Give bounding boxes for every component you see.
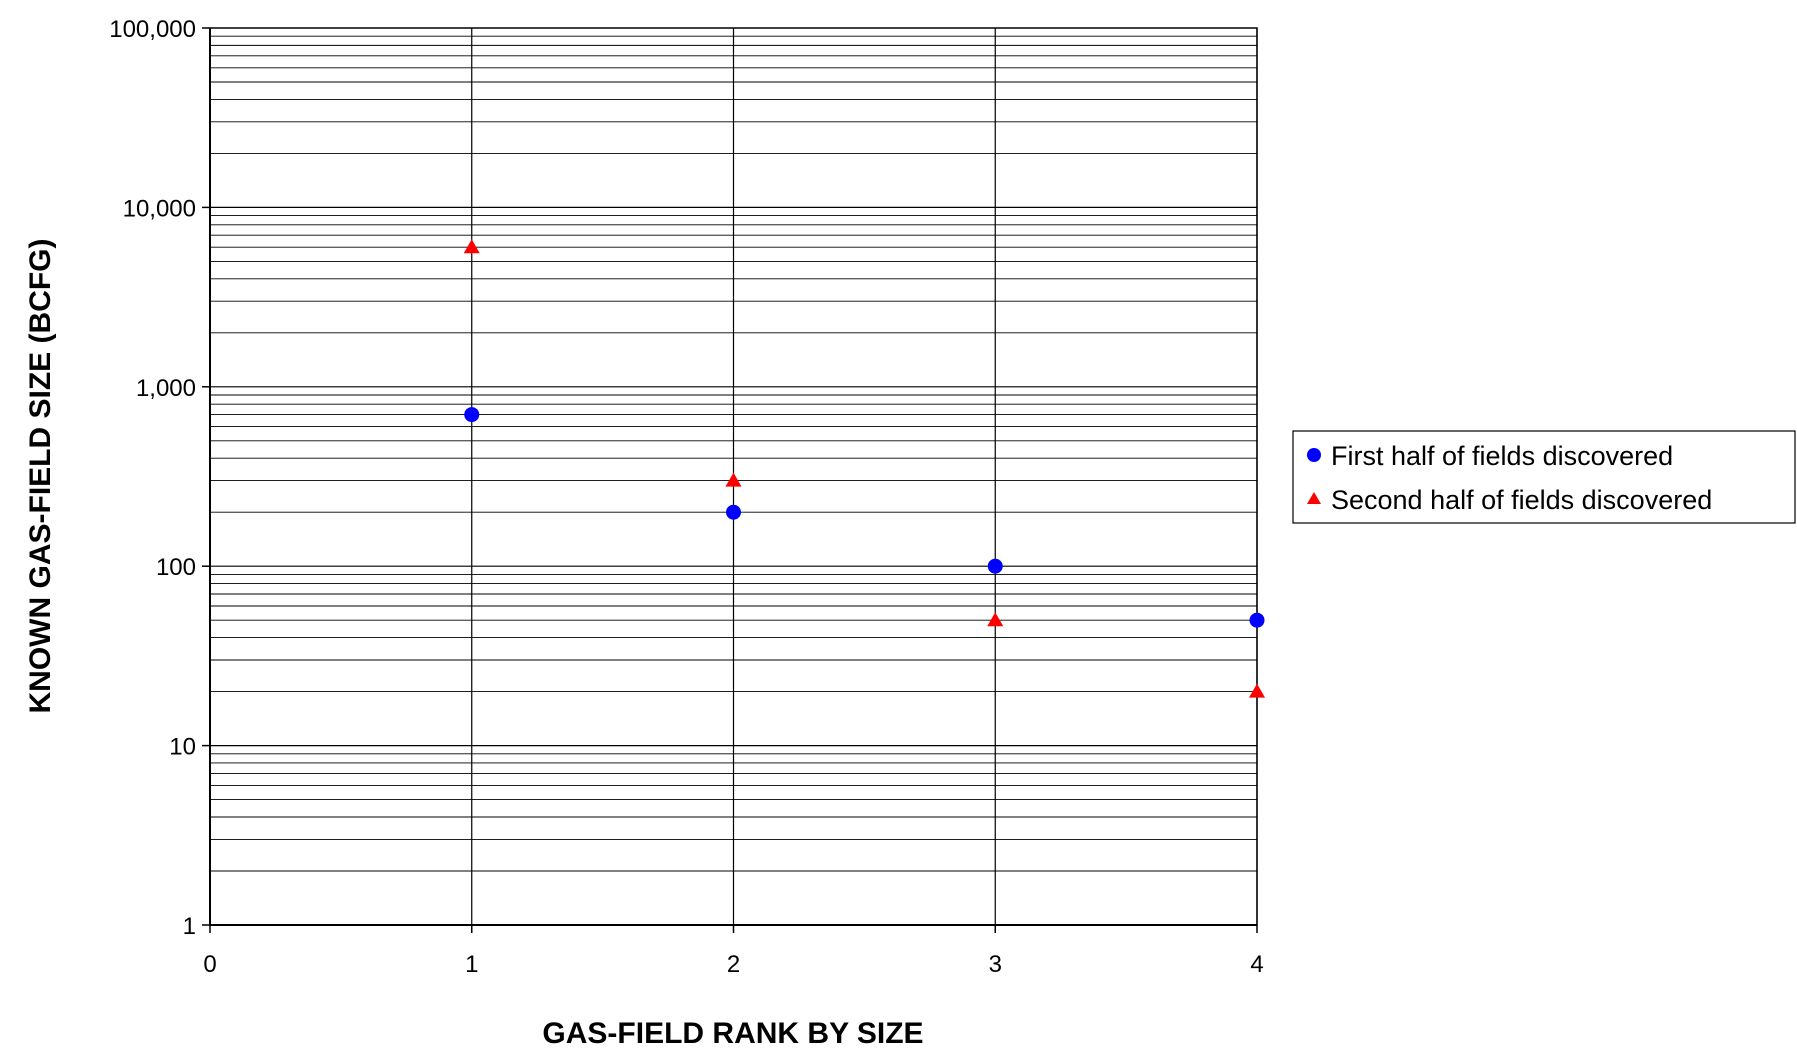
legend-marker-circle (1307, 448, 1321, 462)
data-point-first-half (464, 407, 480, 423)
x-tick-label: 1 (465, 951, 478, 978)
y-tick-label: 10,000 (123, 195, 196, 222)
y-tick-label: 100,000 (109, 16, 196, 43)
data-point-second-half (463, 239, 480, 254)
data-points (463, 239, 1265, 698)
legend: First half of fields discovered Second h… (1292, 430, 1796, 524)
grid (210, 28, 1258, 925)
y-tick-label: 1 (183, 913, 196, 940)
data-point-second-half (725, 472, 742, 487)
data-point-first-half (987, 558, 1003, 574)
y-tick-label: 10 (169, 734, 196, 761)
legend-box (1292, 430, 1796, 524)
y-tick-label: 1,000 (136, 375, 196, 402)
x-axis-title: GAS-FIELD RANK BY SIZE (542, 1017, 923, 1050)
x-tick-label: 0 (203, 951, 216, 978)
x-tick-label: 4 (1250, 951, 1263, 978)
data-point-second-half (1249, 683, 1265, 698)
data-point-first-half (1249, 612, 1265, 628)
y-tick-label: 100 (156, 554, 196, 581)
data-point-first-half (726, 504, 741, 520)
y-axis-title: KNOWN GAS-FIELD SIZE (BCFG) (24, 239, 57, 714)
legend-label-second-half: Second half of fields discovered (1331, 485, 1712, 515)
legend-marker-triangle (1307, 492, 1321, 504)
x-tick-label: 3 (989, 951, 1002, 978)
legend-label-first-half: First half of fields discovered (1331, 441, 1673, 471)
x-tick-label: 2 (727, 951, 740, 978)
data-point-second-half (987, 612, 1004, 627)
axes (202, 27, 1258, 933)
